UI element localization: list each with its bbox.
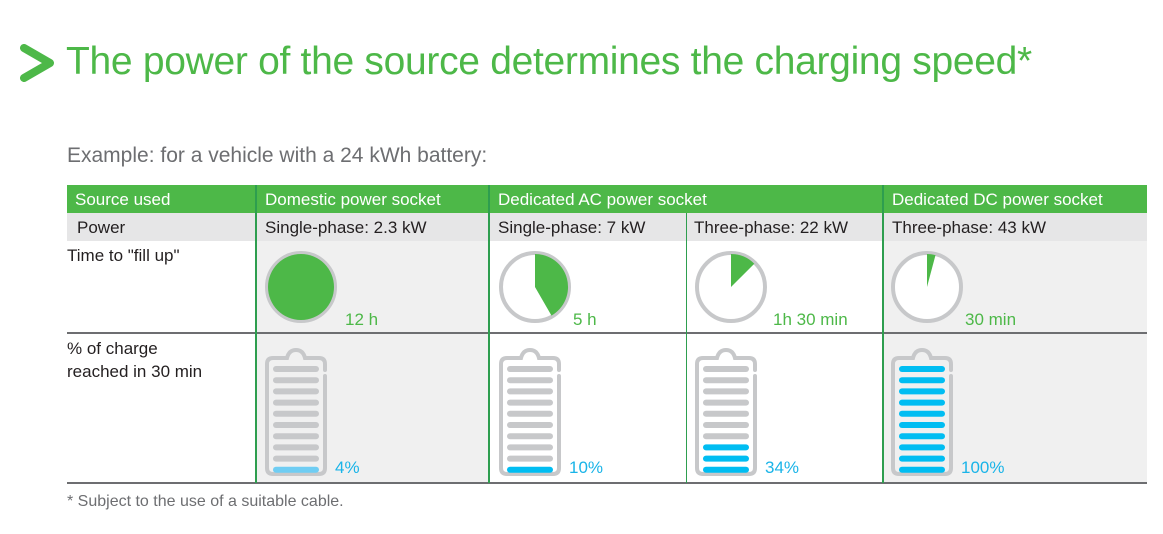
time-pie-chart (889, 249, 965, 330)
battery-bar (703, 366, 749, 372)
charge-label-line2: reached in 30 min (67, 362, 203, 381)
battery-bar (703, 455, 749, 462)
header-row: Source used Domestic power socket Dedica… (67, 185, 1147, 213)
clock-pie (265, 251, 337, 323)
battery-bar (273, 377, 319, 384)
battery-bar (273, 455, 319, 462)
battery-bar (273, 388, 319, 395)
battery-bar (899, 388, 945, 395)
divider (67, 332, 1147, 334)
battery-bar (899, 399, 945, 406)
battery-bar (899, 377, 945, 384)
charge-value: 10% (569, 458, 604, 477)
time-value: 12 h (345, 310, 379, 329)
battery-bar (507, 433, 553, 440)
battery-bar (507, 455, 553, 462)
battery-icon (497, 344, 567, 483)
battery-bar (273, 399, 319, 406)
subtitle: Example: for a vehicle with a 24 kWh bat… (67, 144, 488, 167)
power-ac-three: Three-phase: 22 kW (686, 213, 884, 241)
power-domestic: Single-phase: 2.3 kW (257, 213, 490, 241)
battery-bar (703, 466, 749, 473)
battery-bar (703, 388, 749, 395)
header-domestic: Domestic power socket (257, 185, 488, 213)
clock-pie (891, 251, 963, 323)
battery-bar (273, 444, 319, 451)
clock-pie (695, 251, 767, 323)
battery-bar (703, 410, 749, 417)
time-value: 30 min (965, 310, 1017, 329)
battery-bar (273, 410, 319, 417)
battery-bar (703, 422, 749, 428)
battery-bar (507, 422, 553, 428)
battery-icon (889, 344, 959, 483)
charge-value: 4% (335, 458, 360, 477)
battery-icon (263, 344, 333, 483)
battery-bar (273, 466, 319, 473)
battery-bar (507, 399, 553, 406)
header-dc: Dedicated DC power socket (884, 185, 1147, 213)
battery-bar (703, 399, 749, 406)
battery-bar (899, 466, 945, 473)
battery-bar (507, 388, 553, 395)
page-title: The power of the source determines the c… (66, 40, 1032, 83)
battery-bar (899, 444, 945, 451)
time-pie-chart (497, 249, 573, 330)
battery-bar (899, 422, 945, 428)
time-value: 1h 30 min (773, 310, 848, 329)
charge-value: 100% (961, 458, 1005, 477)
column-divider (488, 185, 490, 483)
battery-bar (507, 466, 553, 473)
divider (67, 482, 1147, 484)
battery-icon (693, 344, 763, 483)
battery-bar (507, 444, 553, 451)
header-source: Source used (67, 185, 255, 213)
time-row: Time to "fill up" 12 h 5 h 1h 30 min 30 min (67, 241, 1147, 333)
battery-bar (899, 455, 945, 462)
battery-bar (507, 410, 553, 417)
battery-bar (273, 433, 319, 440)
time-label: Time to "fill up" (67, 246, 180, 265)
time-pie-chart (263, 249, 339, 330)
power-dc: Three-phase: 43 kW (884, 213, 1147, 241)
column-divider (882, 185, 884, 483)
battery-bar (899, 410, 945, 417)
battery-bar (507, 366, 553, 372)
header-ac: Dedicated AC power socket (490, 185, 882, 213)
battery-bar (899, 366, 945, 372)
charge-label-line1: % of charge (67, 339, 158, 358)
power-row: Power Single-phase: 2.3 kW Single-phase:… (67, 213, 1147, 241)
battery-bar (899, 433, 945, 440)
battery-bar (273, 422, 319, 428)
battery-bar (703, 377, 749, 384)
chevron-right-icon (20, 44, 54, 82)
time-pie-chart (693, 249, 769, 330)
power-label: Power (67, 213, 257, 241)
battery-bar (273, 366, 319, 372)
clock-pie (499, 251, 571, 323)
column-divider (255, 185, 257, 483)
charge-value: 34% (765, 458, 800, 477)
column-divider (686, 213, 687, 483)
charge-row: % of charge reached in 30 min 4% 10% 34% 10… (67, 334, 1147, 482)
battery-bar (507, 377, 553, 384)
battery-bar (703, 433, 749, 440)
battery-bar (703, 444, 749, 451)
power-ac-single: Single-phase: 7 kW (490, 213, 686, 241)
footnote: * Subject to the use of a suitable cable… (67, 493, 344, 510)
time-value: 5 h (573, 310, 597, 329)
